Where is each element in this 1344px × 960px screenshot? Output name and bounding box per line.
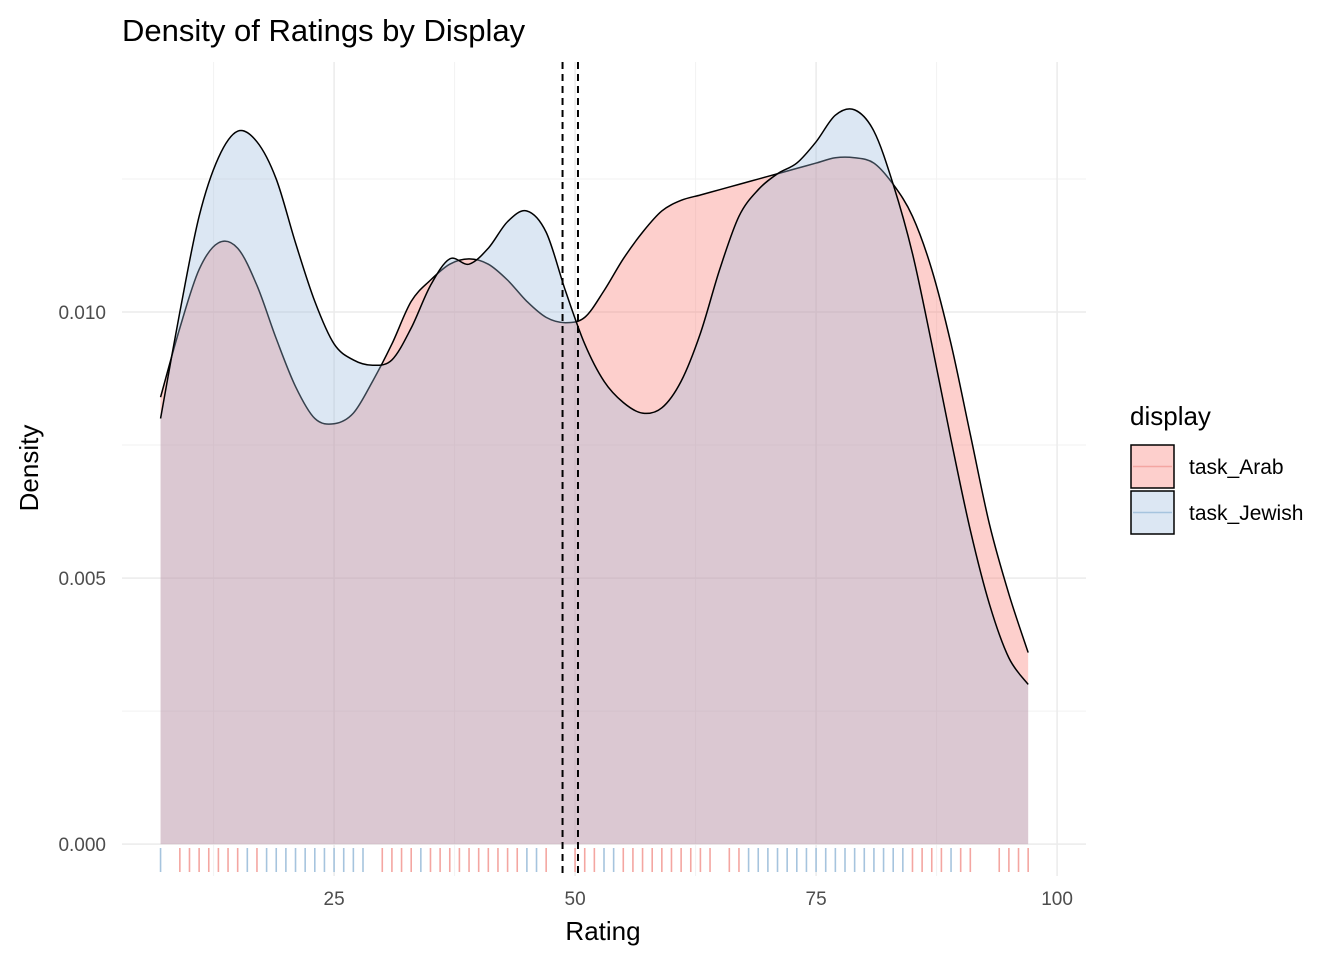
mean-lines: [561, 62, 579, 876]
legend-label-task_Jewish: task_Jewish: [1189, 502, 1303, 525]
y-axis-title: Density: [14, 425, 44, 512]
y-tick-label: 0.005: [58, 569, 106, 590]
y-tick-label: 0.000: [58, 835, 106, 856]
rug-marks: [159, 848, 1029, 872]
y-tick-label: 0.010: [58, 303, 106, 324]
x-tick-label: 50: [565, 889, 586, 910]
x-tick-label: 75: [806, 889, 827, 910]
chart-title: Density of Ratings by Display: [122, 13, 526, 48]
density-area-task_Jewish: [160, 108, 1029, 845]
legend-label-task_Arab: task_Arab: [1189, 456, 1284, 479]
x-tick-label: 100: [1041, 889, 1073, 910]
x-axis-ticks: 25 50 75 100: [324, 889, 1073, 910]
y-axis-ticks: 0.000 0.005 0.010: [58, 303, 106, 856]
density-area-task_Arab: [160, 157, 1029, 845]
x-axis-title: Rating: [565, 916, 640, 946]
x-tick-label: 25: [324, 889, 345, 910]
legend: display task_Arab task_Jewish: [1130, 401, 1303, 535]
density-areas: [159, 108, 1029, 845]
legend-title: display: [1130, 401, 1211, 431]
density-curve-task_Jewish: [159, 108, 1029, 685]
